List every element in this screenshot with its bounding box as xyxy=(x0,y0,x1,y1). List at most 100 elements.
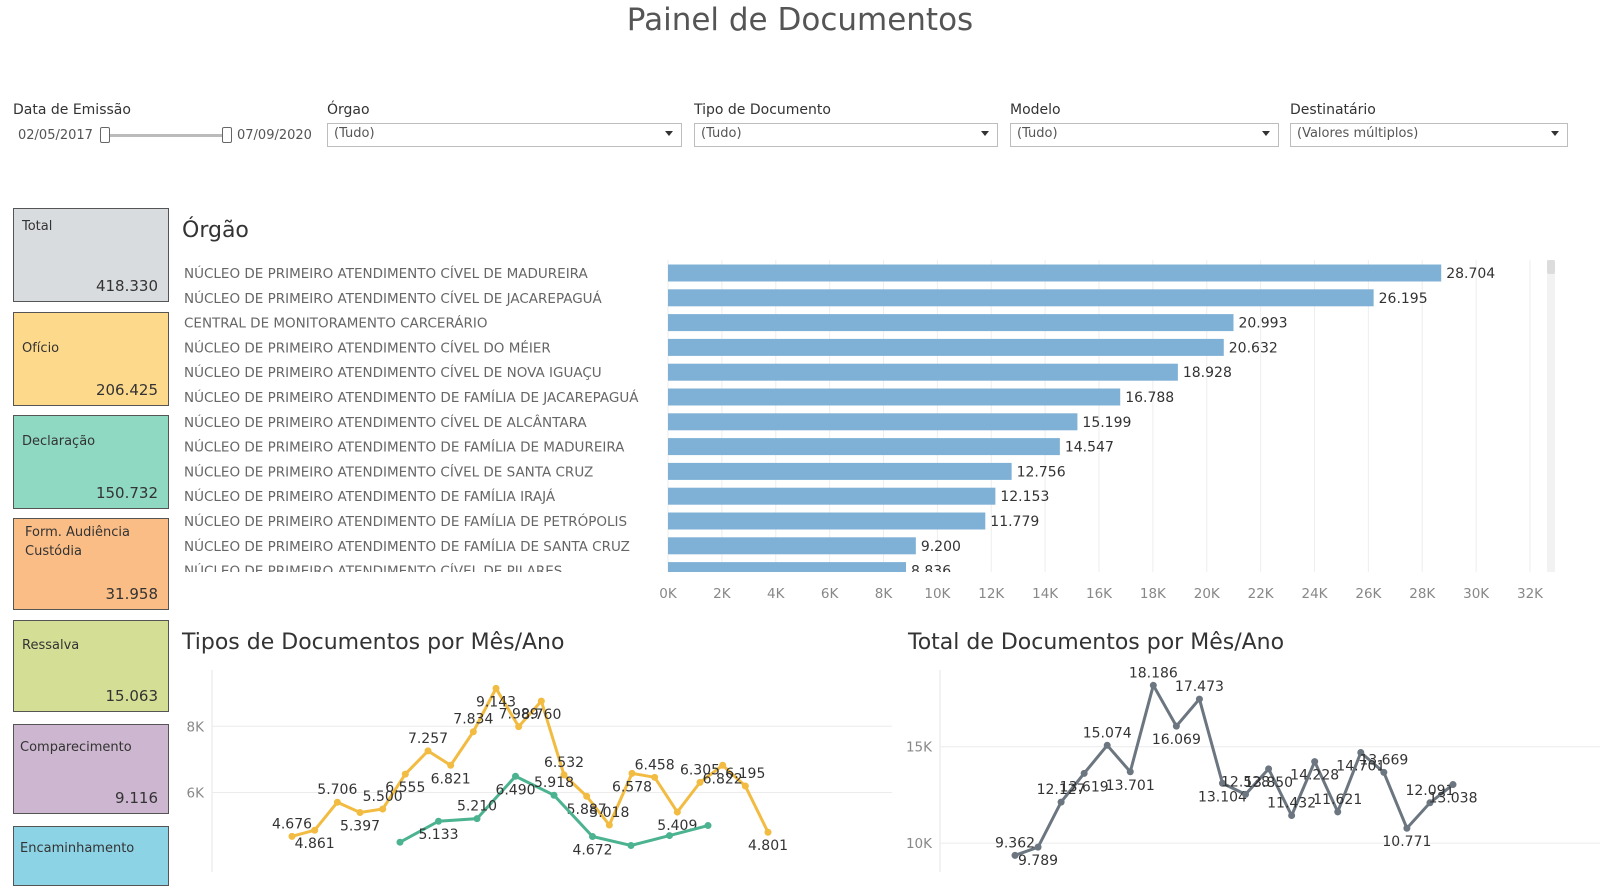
card-declaracao[interactable]: Declaração 150.732 xyxy=(13,415,169,509)
bar[interactable] xyxy=(668,438,1060,456)
destinatario-filter-label: Destinatário xyxy=(1290,102,1376,118)
card-ressalva[interactable]: Ressalva 15.063 xyxy=(13,620,169,712)
data-point xyxy=(537,697,545,705)
data-label: 6.578 xyxy=(612,779,652,795)
data-label: 18.186 xyxy=(1129,665,1178,681)
data-label: 12.528 xyxy=(1221,774,1270,790)
data-label: 7.834 xyxy=(453,712,493,728)
tipo-dropdown[interactable]: (Tudo) xyxy=(694,123,998,147)
card-form-audiencia-custodia[interactable]: Form. Audiência Custódia 31.958 xyxy=(13,518,169,610)
x-tick-label: 30K xyxy=(1463,586,1490,602)
data-label: 5.500 xyxy=(363,789,403,805)
bar-value-label: 15.199 xyxy=(1082,415,1131,431)
bar[interactable] xyxy=(668,413,1078,431)
chevron-down-icon xyxy=(1551,131,1559,136)
data-label: 5.018 xyxy=(589,805,629,821)
bar[interactable] xyxy=(668,487,996,505)
destinatario-dropdown[interactable]: (Valores múltiplos) xyxy=(1290,123,1568,147)
date-start-handle[interactable] xyxy=(100,127,110,143)
bar[interactable] xyxy=(668,264,1442,282)
data-point xyxy=(1057,798,1065,806)
bar[interactable] xyxy=(668,537,916,555)
card-comparecimento[interactable]: Comparecimento 9.116 xyxy=(13,724,169,814)
data-label: 4.672 xyxy=(572,842,612,858)
data-point xyxy=(401,770,409,778)
bar-value-label: 12.153 xyxy=(1000,489,1049,505)
data-point xyxy=(628,769,636,777)
category-label: NÚCLEO DE PRIMEIRO ATENDIMENTO DE FAMÍLI… xyxy=(184,537,630,555)
data-point xyxy=(424,747,432,755)
scrollbar-thumb[interactable] xyxy=(1547,260,1555,274)
data-point xyxy=(1311,758,1319,766)
card-oficio[interactable]: Ofício 206.425 xyxy=(13,312,169,406)
x-tick-label: 0K xyxy=(659,586,678,602)
x-tick-label: 12K xyxy=(978,586,1005,602)
y-tick-label: 6K xyxy=(187,786,206,802)
data-label: 4.676 xyxy=(272,816,312,832)
data-label: 11.432 xyxy=(1267,795,1316,811)
category-label: NÚCLEO DE PRIMEIRO ATENDIMENTO CÍVEL DE … xyxy=(184,462,593,480)
data-label: 7.989 xyxy=(499,707,539,723)
data-point xyxy=(696,778,704,786)
data-label: 10.771 xyxy=(1382,834,1431,850)
category-label: NÚCLEO DE PRIMEIRO ATENDIMENTO DE FAMÍLI… xyxy=(184,438,625,456)
data-point xyxy=(469,728,477,736)
data-point xyxy=(741,782,749,790)
data-point xyxy=(1265,765,1273,773)
bar[interactable] xyxy=(668,388,1121,406)
chevron-down-icon xyxy=(981,131,989,136)
data-label: 7.257 xyxy=(408,731,448,747)
data-point xyxy=(1334,808,1342,816)
data-label: 9.362 xyxy=(995,835,1035,851)
data-label: 11.621 xyxy=(1313,792,1362,808)
bar[interactable] xyxy=(668,363,1178,381)
bar[interactable] xyxy=(668,562,907,579)
x-tick-label: 10K xyxy=(924,586,951,602)
x-tick-label: 32K xyxy=(1517,586,1544,602)
data-point xyxy=(560,771,568,779)
orgao-dropdown[interactable]: (Tudo) xyxy=(327,123,682,147)
card-total[interactable]: Total 418.330 xyxy=(13,208,169,302)
series-line xyxy=(1014,681,1454,857)
data-point xyxy=(589,832,596,840)
bar[interactable] xyxy=(668,462,1012,480)
date-end: 07/09/2020 xyxy=(237,128,312,143)
data-label: 12.091 xyxy=(1405,783,1454,799)
date-range-slider[interactable] xyxy=(106,134,230,137)
date-end-handle[interactable] xyxy=(222,127,232,143)
orgao-dropdown-value: (Tudo) xyxy=(334,126,375,141)
modelo-dropdown[interactable]: (Tudo) xyxy=(1010,123,1279,147)
data-label: 12.127 xyxy=(1037,782,1086,798)
x-tick-label: 4K xyxy=(767,586,786,602)
card-value: 9.116 xyxy=(115,789,158,807)
data-label: 5.397 xyxy=(340,818,380,834)
bar[interactable] xyxy=(668,289,1374,307)
bar[interactable] xyxy=(668,314,1234,332)
category-label: NÚCLEO DE PRIMEIRO ATENDIMENTO CÍVEL DE … xyxy=(184,289,603,307)
data-label: 13.038 xyxy=(1429,791,1478,807)
data-point xyxy=(719,761,727,769)
orgao-filter-label: Órgao xyxy=(327,102,370,118)
data-label: 6.821 xyxy=(431,771,471,787)
data-label: 13.701 xyxy=(1106,778,1155,794)
data-point xyxy=(1357,748,1365,756)
bar[interactable] xyxy=(668,512,986,530)
dashboard-title: Painel de Documentos xyxy=(626,2,974,38)
x-tick-label: 18K xyxy=(1140,586,1167,602)
x-tick-label: 24K xyxy=(1301,586,1328,602)
category-label: NÚCLEO DE PRIMEIRO ATENDIMENTO DE FAMÍLI… xyxy=(184,487,556,505)
series-line xyxy=(291,685,770,838)
data-point xyxy=(311,826,319,834)
bar[interactable] xyxy=(668,338,1224,356)
data-point xyxy=(1103,741,1111,749)
data-point xyxy=(396,838,404,846)
data-point xyxy=(651,773,659,781)
data-point xyxy=(333,798,341,806)
bar-value-label: 9.200 xyxy=(921,539,961,555)
category-label: NÚCLEO DE PRIMEIRO ATENDIMENTO CÍVEL DO … xyxy=(184,338,551,356)
x-tick-label: 26K xyxy=(1355,586,1382,602)
data-point xyxy=(1242,790,1250,798)
card-label: Form. Audiência Custódia xyxy=(25,525,130,559)
card-label: Ressalva xyxy=(22,638,80,653)
card-label: Ofício xyxy=(22,341,60,356)
